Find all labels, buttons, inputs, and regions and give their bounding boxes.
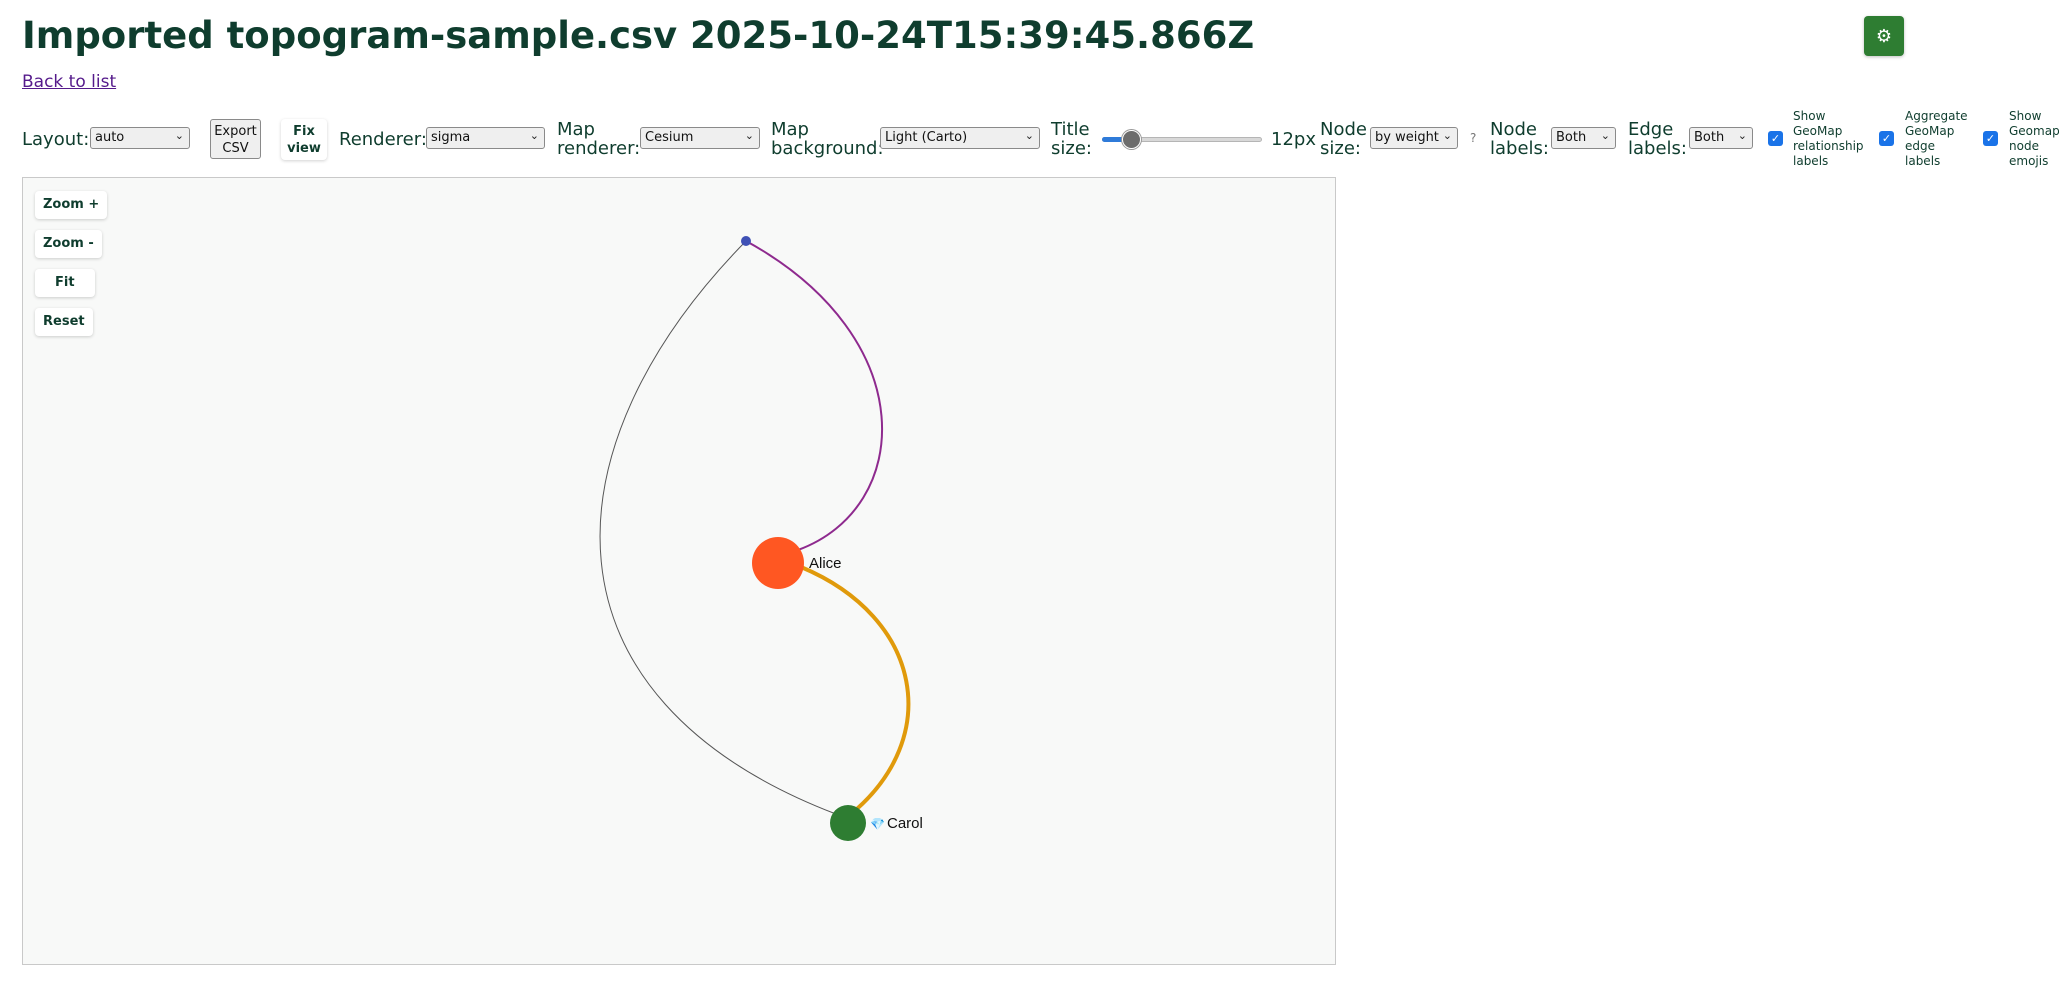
export-csv-button[interactable]: Export CSV: [210, 119, 261, 159]
edge-alice-carol: [800, 565, 911, 816]
show-geomap-node-emojis-checkbox[interactable]: ✓: [1983, 131, 1998, 146]
node-top[interactable]: [741, 236, 751, 246]
node-labels-select-value: Both: [1556, 130, 1587, 145]
layout-label: Layout:: [22, 129, 90, 150]
title-size-slider-fill: [1102, 137, 1130, 142]
node-alice[interactable]: [752, 537, 804, 589]
node-size-select-value: by weight: [1375, 130, 1439, 145]
node-labels-label-line2: labels:: [1490, 138, 1549, 159]
gear-icon: ⚙: [1875, 25, 1893, 46]
map-renderer-select[interactable]: Cesium ⌄: [640, 127, 760, 149]
map-background-select[interactable]: Light (Carto) ⌄: [880, 127, 1040, 149]
reset-button[interactable]: Reset: [35, 308, 93, 336]
fix-view-line2: view: [287, 141, 321, 156]
node-label-carol: Carol: [887, 815, 923, 832]
renderer-select-value: sigma: [431, 130, 471, 145]
map-background-select-value: Light (Carto): [885, 130, 968, 145]
renderer-select[interactable]: sigma ⌄: [426, 127, 545, 149]
export-csv-line1: Export: [214, 124, 257, 139]
fix-view-line1: Fix: [293, 124, 315, 139]
node-labels-label-line1: Node: [1490, 119, 1537, 140]
diamond-icon: 💎: [870, 817, 885, 831]
chevron-down-icon: ⌄: [174, 129, 184, 142]
title-size-value: 12px: [1271, 129, 1316, 150]
show-geomap-relationship-labels-label: Show GeoMap relationship labels: [1793, 109, 1864, 168]
renderer-label: Renderer:: [339, 129, 427, 150]
help-icon[interactable]: ?: [1470, 131, 1477, 145]
chevron-down-icon: ⌄: [1600, 129, 1610, 142]
aggregate-geomap-edge-labels-label: Aggregate GeoMap edge labels: [1905, 109, 1968, 168]
title-size-label-line2: size:: [1051, 138, 1092, 159]
node-size-select[interactable]: by weight ⌄: [1370, 127, 1458, 149]
back-to-list-link[interactable]: Back to list: [22, 72, 117, 92]
edge-labels-select[interactable]: Both ⌄: [1689, 127, 1753, 149]
edge-top-carol: [599, 240, 837, 815]
node-carol[interactable]: [830, 805, 866, 841]
node-size-label-line2: size:: [1320, 138, 1361, 159]
zoom-out-button[interactable]: Zoom -: [35, 230, 102, 258]
title-size-slider-thumb[interactable]: [1122, 130, 1141, 149]
show-geomap-relationship-labels-checkbox[interactable]: ✓: [1768, 131, 1783, 146]
show-geomap-node-emojis-label: Show Geomap node emojis: [2009, 109, 2059, 168]
graph-canvas[interactable]: Alice 💎 Carol Zoom + Zoom - Fit Reset: [22, 177, 1336, 965]
node-labels-select[interactable]: Both ⌄: [1551, 127, 1616, 149]
zoom-in-button[interactable]: Zoom +: [35, 191, 108, 219]
layout-select-value: auto: [95, 130, 125, 145]
chevron-down-icon: ⌄: [1737, 129, 1747, 142]
edge-labels-select-value: Both: [1694, 130, 1725, 145]
edge-top-alice: [745, 240, 883, 551]
toolbar: Layout: auto ⌄ Export CSV Fix view Rende…: [0, 0, 2059, 180]
fit-button[interactable]: Fit: [35, 269, 95, 297]
chevron-down-icon: ⌄: [744, 129, 754, 142]
map-background-label-line1: Map: [771, 119, 809, 140]
map-background-label-line2: background:: [771, 138, 884, 159]
node-size-label-line1: Node: [1320, 119, 1367, 140]
title-size-label-line1: Title: [1051, 119, 1090, 140]
export-csv-line2: CSV: [222, 141, 249, 156]
graph-svg[interactable]: Alice 💎 Carol: [23, 178, 1336, 965]
settings-button[interactable]: ⚙: [1864, 16, 1904, 56]
node-label-alice: Alice: [809, 555, 842, 572]
edge-labels-label-line1: Edge: [1628, 119, 1674, 140]
chevron-down-icon: ⌄: [1442, 129, 1452, 142]
chevron-down-icon: ⌄: [529, 129, 539, 142]
map-renderer-label-line2: renderer:: [557, 138, 641, 159]
aggregate-geomap-edge-labels-checkbox[interactable]: ✓: [1879, 131, 1894, 146]
chevron-down-icon: ⌄: [1024, 129, 1034, 142]
fix-view-button[interactable]: Fix view: [281, 119, 327, 160]
layout-select[interactable]: auto ⌄: [90, 127, 190, 149]
map-renderer-select-value: Cesium: [645, 130, 694, 145]
map-renderer-label-line1: Map: [557, 119, 595, 140]
page-title: Imported topogram-sample.csv 2025-10-24T…: [22, 14, 1255, 57]
edge-labels-label-line2: labels:: [1628, 138, 1687, 159]
